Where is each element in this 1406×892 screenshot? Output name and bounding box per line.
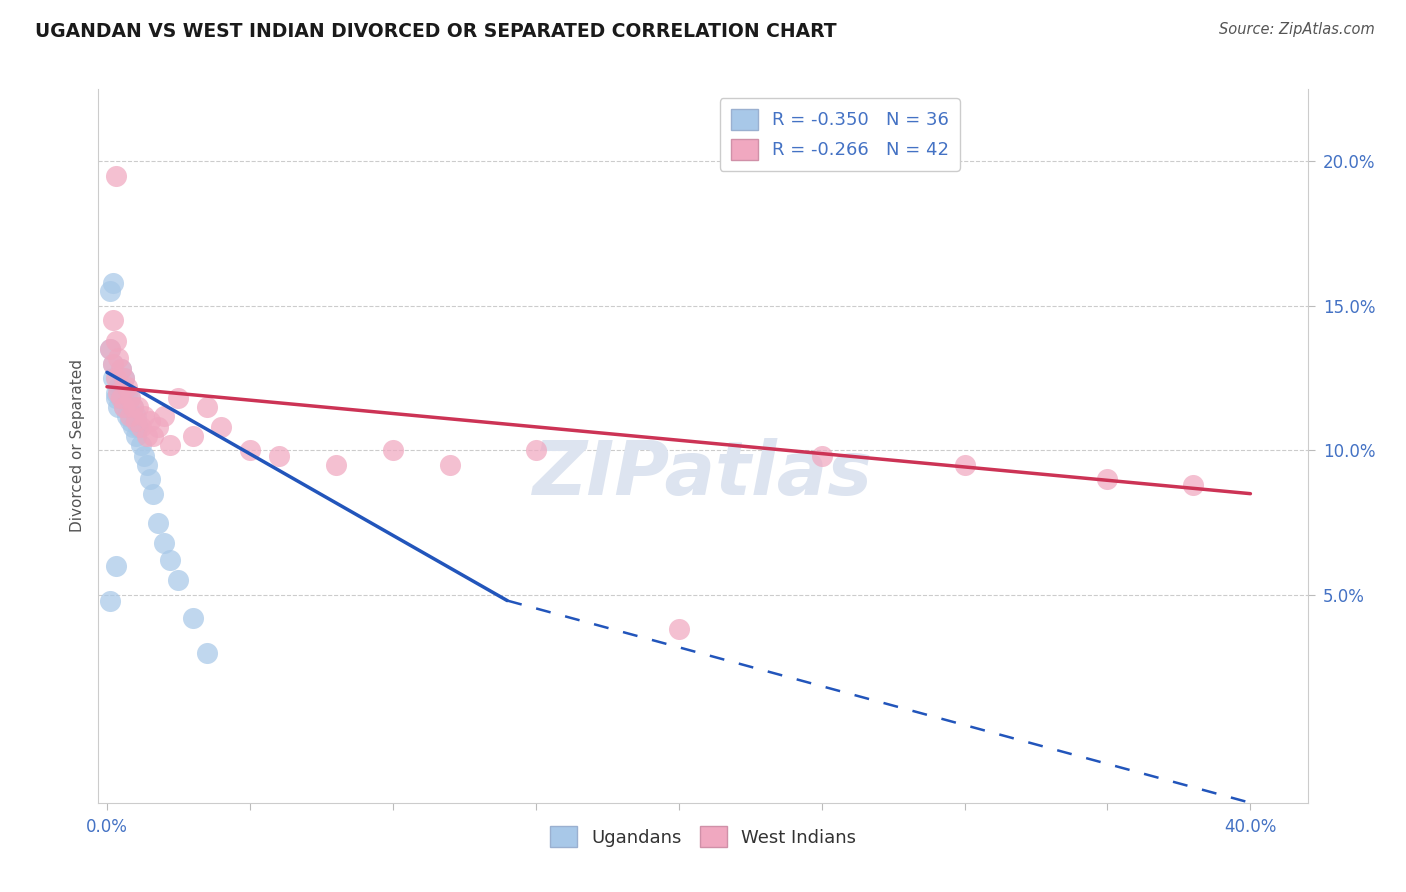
Point: [101, 276, 124, 290]
Point: [101, 371, 124, 385]
Point: [104, 169, 127, 183]
Point: [124, 429, 146, 443]
Point: [668, 623, 690, 637]
Point: [107, 400, 129, 414]
Point: [139, 414, 162, 428]
Point: [115, 380, 138, 394]
Point: [124, 409, 146, 423]
Point: [115, 409, 138, 423]
Point: [110, 392, 132, 406]
Point: [110, 392, 132, 406]
Point: [110, 362, 132, 376]
Point: [127, 420, 149, 434]
Point: [112, 371, 135, 385]
Point: [110, 362, 132, 376]
Point: [159, 553, 181, 567]
Point: [101, 357, 124, 371]
Point: [325, 458, 347, 472]
Point: [104, 334, 127, 348]
Point: [381, 443, 404, 458]
Point: [104, 371, 127, 385]
Point: [112, 400, 135, 414]
Text: UGANDAN VS WEST INDIAN DIVORCED OR SEPARATED CORRELATION CHART: UGANDAN VS WEST INDIAN DIVORCED OR SEPAR…: [35, 22, 837, 41]
Point: [134, 409, 156, 423]
Point: [112, 400, 135, 414]
Point: [107, 351, 129, 365]
Point: [104, 385, 127, 400]
Point: [1097, 472, 1119, 486]
Point: [98, 593, 121, 607]
Point: [209, 420, 232, 434]
Point: [810, 449, 832, 463]
Point: [267, 449, 290, 463]
Point: [239, 443, 262, 458]
Point: [439, 458, 461, 472]
Point: [136, 429, 159, 443]
Point: [153, 536, 176, 550]
Point: [112, 371, 135, 385]
Point: [115, 385, 138, 400]
Point: [142, 429, 165, 443]
Point: [121, 420, 143, 434]
Legend: Ugandans, West Indians: Ugandans, West Indians: [538, 815, 868, 858]
Point: [127, 400, 149, 414]
Point: [195, 400, 218, 414]
Point: [121, 400, 143, 414]
Point: [181, 611, 204, 625]
Point: [107, 380, 129, 394]
Text: ZIPatlas: ZIPatlas: [533, 438, 873, 511]
Point: [181, 429, 204, 443]
Point: [124, 414, 146, 428]
Point: [1182, 478, 1205, 492]
Point: [121, 400, 143, 414]
Point: [118, 392, 141, 406]
Point: [129, 420, 152, 434]
Point: [524, 443, 547, 458]
Point: [129, 437, 152, 451]
Point: [118, 414, 141, 428]
Point: [118, 409, 141, 423]
Point: [136, 458, 159, 472]
Point: [195, 646, 218, 660]
Point: [167, 574, 190, 588]
Point: [139, 472, 162, 486]
Point: [148, 516, 170, 530]
Point: [101, 313, 124, 327]
Point: [153, 409, 176, 423]
Point: [104, 392, 127, 406]
Point: [110, 380, 132, 394]
Point: [167, 392, 190, 406]
Point: [134, 449, 156, 463]
Point: [104, 558, 127, 573]
Point: [148, 420, 170, 434]
Text: Source: ZipAtlas.com: Source: ZipAtlas.com: [1219, 22, 1375, 37]
Point: [98, 342, 121, 356]
Point: [953, 458, 976, 472]
Point: [142, 486, 165, 500]
Point: [98, 285, 121, 299]
Y-axis label: Divorced or Separated: Divorced or Separated: [70, 359, 86, 533]
Point: [107, 385, 129, 400]
Point: [101, 357, 124, 371]
Point: [159, 437, 181, 451]
Point: [98, 342, 121, 356]
Point: [118, 392, 141, 406]
